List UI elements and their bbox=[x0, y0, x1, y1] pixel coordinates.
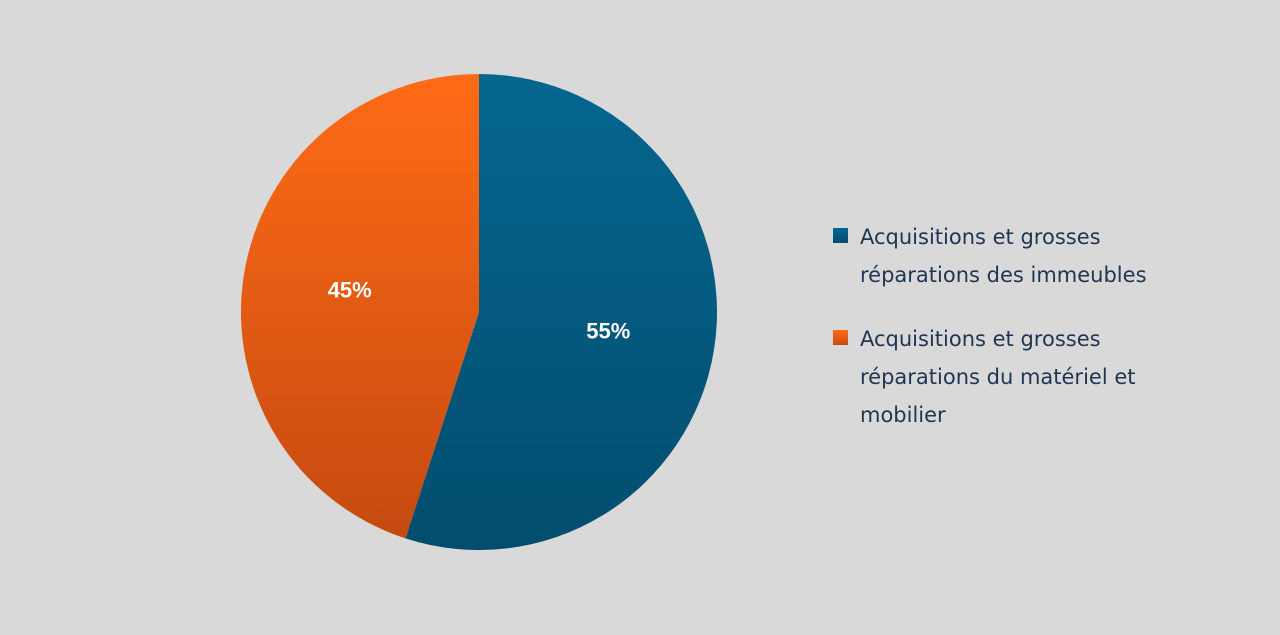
legend-item-immeubles: Acquisitions et grosses réparations des … bbox=[833, 218, 1233, 294]
legend-label-immeubles: Acquisitions et grosses réparations des … bbox=[860, 225, 1147, 287]
pie-slices bbox=[241, 74, 717, 550]
pie-slice-materiel bbox=[241, 74, 479, 539]
pie-slice-immeubles bbox=[405, 74, 717, 550]
pie-label-immeubles: 55% bbox=[586, 318, 630, 343]
pie-data-labels: 55% 45% bbox=[328, 277, 631, 343]
legend-label-materiel: Acquisitions et grosses réparations du m… bbox=[860, 327, 1136, 427]
pie-label-materiel: 45% bbox=[328, 277, 372, 302]
legend-swatch-materiel bbox=[833, 330, 848, 345]
legend-item-materiel: Acquisitions et grosses réparations du m… bbox=[833, 320, 1233, 434]
legend: Acquisitions et grosses réparations des … bbox=[833, 218, 1233, 460]
legend-swatch-immeubles bbox=[833, 228, 848, 243]
